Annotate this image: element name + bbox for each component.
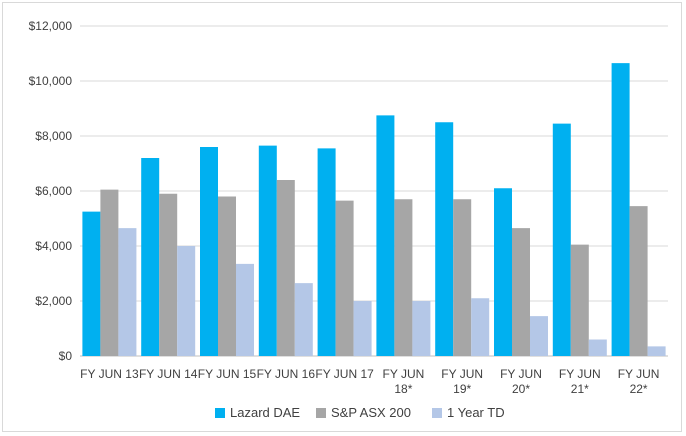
x-tick-label: FY JUN 15 <box>198 367 257 381</box>
bar-lazard-dae-6 <box>435 122 454 356</box>
x-tick-label: 18* <box>394 382 412 396</box>
bar-lazard-dae-4 <box>317 148 336 356</box>
legend-label: Lazard DAE <box>230 405 300 420</box>
bar-lazard-dae-1 <box>141 158 160 356</box>
x-tick-label: 22* <box>630 382 648 396</box>
bar-1-year-td-0 <box>118 228 137 356</box>
bar-1-year-td-7 <box>530 316 548 356</box>
bar-s-p-asx-200-1 <box>159 193 178 356</box>
bars <box>82 63 666 356</box>
bar-lazard-dae-2 <box>200 147 218 356</box>
x-tick-label: 19* <box>453 382 471 396</box>
y-tick-label: $12,000 <box>29 19 73 33</box>
bar-s-p-asx-200-6 <box>453 199 472 356</box>
legend-swatch <box>432 408 442 418</box>
bar-1-year-td-6 <box>471 298 490 356</box>
y-tick-label: $10,000 <box>29 74 73 88</box>
x-tick-label: FY JUN <box>441 367 483 381</box>
legend: Lazard DAE S&P ASX 200 1 Year TD <box>215 405 505 420</box>
bar-lazard-dae-5 <box>376 115 395 356</box>
bar-s-p-asx-200-4 <box>335 200 354 356</box>
bar-1-year-td-4 <box>353 301 372 356</box>
bar-s-p-asx-200-0 <box>100 189 119 356</box>
x-tick-label: FY JUN 17 <box>315 367 374 381</box>
bar-lazard-dae-8 <box>552 123 571 356</box>
legend-swatch <box>215 408 225 418</box>
bar-s-p-asx-200-7 <box>512 228 530 356</box>
x-tick-label: 20* <box>512 382 530 396</box>
bar-lazard-dae-3 <box>258 145 277 356</box>
bar-lazard-dae-9 <box>611 63 630 356</box>
y-tick-label: $8,000 <box>35 129 72 143</box>
x-tick-label: FY JUN <box>383 367 425 381</box>
bar-s-p-asx-200-8 <box>570 244 589 356</box>
legend-label: 1 Year TD <box>447 405 505 420</box>
x-tick-label: 21* <box>571 382 589 396</box>
y-tick-label: $4,000 <box>35 239 72 253</box>
bar-s-p-asx-200-3 <box>276 180 295 356</box>
x-axis: FY JUN 13 FY JUN 14 FY JUN 15 FY JUN 16 FY J… <box>80 367 659 396</box>
bar-1-year-td-8 <box>588 339 607 356</box>
x-tick-label: FY JUN <box>559 367 601 381</box>
bar-1-year-td-2 <box>236 263 254 356</box>
x-tick-label: FY JUN <box>500 367 542 381</box>
legend-label: S&P ASX 200 <box>331 405 411 420</box>
x-tick-label: FY JUN 14 <box>139 367 198 381</box>
bar-lazard-dae-0 <box>82 211 101 356</box>
x-tick-label: FY JUN 13 <box>80 367 139 381</box>
y-tick-label: $2,000 <box>35 294 72 308</box>
bar-1-year-td-3 <box>294 283 313 356</box>
bar-1-year-td-1 <box>177 246 196 356</box>
y-tick-label: $0 <box>59 349 73 363</box>
bar-s-p-asx-200-2 <box>218 196 236 356</box>
bar-1-year-td-5 <box>412 301 431 356</box>
x-tick-label: FY JUN 16 <box>257 367 316 381</box>
bar-s-p-asx-200-9 <box>629 206 648 356</box>
bar-s-p-asx-200-5 <box>394 199 413 356</box>
y-axis: $0 $2,000 $4,000 $6,000 $8,000 $10,000 $12,000 <box>29 19 73 363</box>
x-tick-label: FY JUN <box>618 367 660 381</box>
bar-1-year-td-9 <box>647 346 666 356</box>
y-tick-label: $6,000 <box>35 184 72 198</box>
legend-swatch <box>316 408 326 418</box>
bar-lazard-dae-7 <box>494 188 512 356</box>
